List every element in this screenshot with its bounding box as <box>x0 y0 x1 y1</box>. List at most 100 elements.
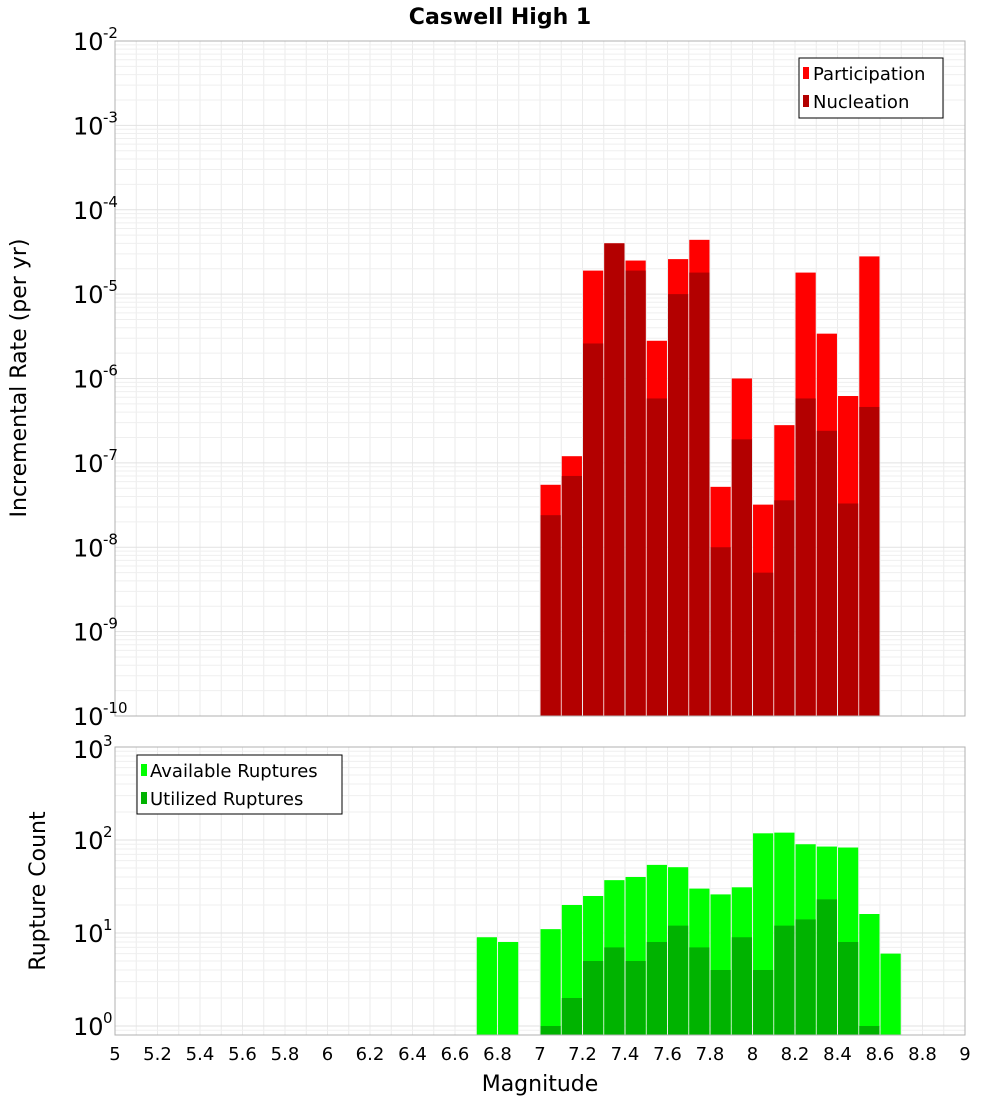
utilized-ruptures-bar <box>859 1025 880 1035</box>
y-tick-label: 10 <box>73 827 104 855</box>
x-tick-label: 8 <box>747 1044 758 1065</box>
x-tick-label: 7 <box>534 1044 545 1065</box>
utilized-ruptures-bar <box>689 947 710 1035</box>
utilized-ruptures-bar <box>668 925 689 1035</box>
x-tick-label: 8.2 <box>781 1044 810 1065</box>
nucleation-bar <box>646 398 667 716</box>
top-plot-frame <box>114 40 966 717</box>
y-tick-label: 10 <box>73 534 104 562</box>
top-y-axis-title: Incremental Rate (per yr) <box>7 239 32 518</box>
legend-label-utilized-ruptures: Utilized Ruptures <box>150 789 303 810</box>
bottom-bars <box>476 832 901 1035</box>
top-grid <box>114 40 966 717</box>
nucleation-bar <box>731 439 752 716</box>
utilized-ruptures-bar <box>583 960 604 1035</box>
bottom-plot-frame <box>114 746 966 1036</box>
top-bars <box>540 239 880 717</box>
y-tick-exponent: -8 <box>103 530 118 548</box>
top-legend-box <box>798 57 944 119</box>
utilized-ruptures-bar <box>561 997 582 1035</box>
y-tick-exponent: -7 <box>103 446 118 464</box>
y-tick-exponent: 2 <box>103 823 113 841</box>
nucleation-bar <box>816 430 837 716</box>
x-axis-ticks: 5 5.2 5.4 5.6 5.8 6 6.2 6.4 6.6 6.8 7 7.2 7.4 7.6 7.8 8… <box>109 1044 970 1065</box>
available-ruptures-bar <box>859 914 880 1035</box>
y-tick-label: 10 <box>73 112 104 140</box>
chart-title: Caswell High 1 <box>409 5 591 30</box>
utilized-ruptures-bar <box>753 969 774 1035</box>
utilized-ruptures-bar <box>604 947 625 1035</box>
utilized-ruptures-bar <box>540 1025 561 1035</box>
y-tick-exponent: -5 <box>103 277 118 295</box>
y-tick-label: 10 <box>73 281 104 309</box>
x-tick-label: 9 <box>959 1044 970 1065</box>
y-tick-exponent: -9 <box>103 615 118 633</box>
legend-swatch-utilized-ruptures <box>141 792 147 804</box>
y-tick-label: 10 <box>73 920 104 948</box>
nucleation-bar <box>859 406 880 716</box>
y-tick-exponent: 0 <box>103 1009 113 1027</box>
nucleation-bar <box>604 243 625 717</box>
x-tick-label: 8.4 <box>823 1044 852 1065</box>
x-tick-label: 5.4 <box>186 1044 215 1065</box>
utilized-ruptures-bar <box>816 899 837 1035</box>
x-tick-label: 5.8 <box>271 1044 300 1065</box>
nucleation-bar <box>795 398 816 716</box>
top-panel: 10-210-310-410-510-610-710-810-910-10 In… <box>7 24 966 731</box>
utilized-ruptures-bar <box>625 960 646 1035</box>
legend-swatch-nucleation <box>803 95 809 107</box>
x-tick-label: 8.6 <box>866 1044 895 1065</box>
nucleation-bar <box>540 515 561 716</box>
bottom-legend: Available Ruptures Utilized Ruptures <box>136 754 343 815</box>
x-tick-label: 7.8 <box>696 1044 725 1065</box>
y-tick-label: 10 <box>73 736 104 764</box>
x-tick-label: 7.4 <box>611 1044 640 1065</box>
x-tick-label: 6.6 <box>441 1044 470 1065</box>
legend-label-available-ruptures: Available Ruptures <box>150 761 318 782</box>
y-tick-exponent: -4 <box>103 193 118 211</box>
y-tick-exponent: -2 <box>103 24 118 42</box>
top-legend: Participation Nucleation <box>798 57 944 119</box>
nucleation-bar <box>625 270 646 716</box>
utilized-ruptures-bar <box>646 942 667 1035</box>
y-tick-label: 10 <box>73 703 104 731</box>
x-tick-label: 5 <box>109 1044 120 1065</box>
x-tick-label: 8.8 <box>908 1044 937 1065</box>
nucleation-bar <box>753 572 774 716</box>
legend-swatch-participation <box>803 67 809 79</box>
y-tick-exponent: -3 <box>103 108 118 126</box>
x-tick-label: 7.6 <box>653 1044 682 1065</box>
nucleation-bar <box>689 272 710 716</box>
y-tick-label: 10 <box>73 450 104 478</box>
available-ruptures-bar <box>476 937 497 1035</box>
utilized-ruptures-bar <box>731 937 752 1035</box>
nucleation-bar <box>710 547 731 716</box>
x-tick-label: 6 <box>322 1044 333 1065</box>
y-tick-label: 10 <box>73 619 104 647</box>
x-tick-label: 6.2 <box>356 1044 385 1065</box>
x-axis-title: Magnitude <box>482 1072 599 1097</box>
top-y-ticks: 10-210-310-410-510-610-710-810-910-10 <box>73 24 128 731</box>
y-tick-exponent: 1 <box>103 916 113 934</box>
legend-label-participation: Participation <box>813 64 925 85</box>
nucleation-bar <box>838 503 859 716</box>
y-tick-exponent: 3 <box>103 732 113 750</box>
y-tick-label: 10 <box>73 197 104 225</box>
legend-label-nucleation: Nucleation <box>813 92 909 113</box>
utilized-ruptures-bar <box>838 942 859 1035</box>
nucleation-bar <box>583 343 604 716</box>
y-tick-exponent: -6 <box>103 362 118 380</box>
utilized-ruptures-bar <box>774 925 795 1035</box>
x-tick-label: 6.4 <box>398 1044 427 1065</box>
nucleation-bar <box>774 500 795 716</box>
x-tick-label: 6.8 <box>483 1044 512 1065</box>
y-tick-exponent: -10 <box>103 699 128 717</box>
y-tick-label: 10 <box>73 366 104 394</box>
x-tick-label: 7.2 <box>568 1044 597 1065</box>
utilized-ruptures-bar <box>795 919 816 1035</box>
utilized-ruptures-bar <box>710 969 731 1035</box>
bottom-legend-box <box>136 754 343 815</box>
